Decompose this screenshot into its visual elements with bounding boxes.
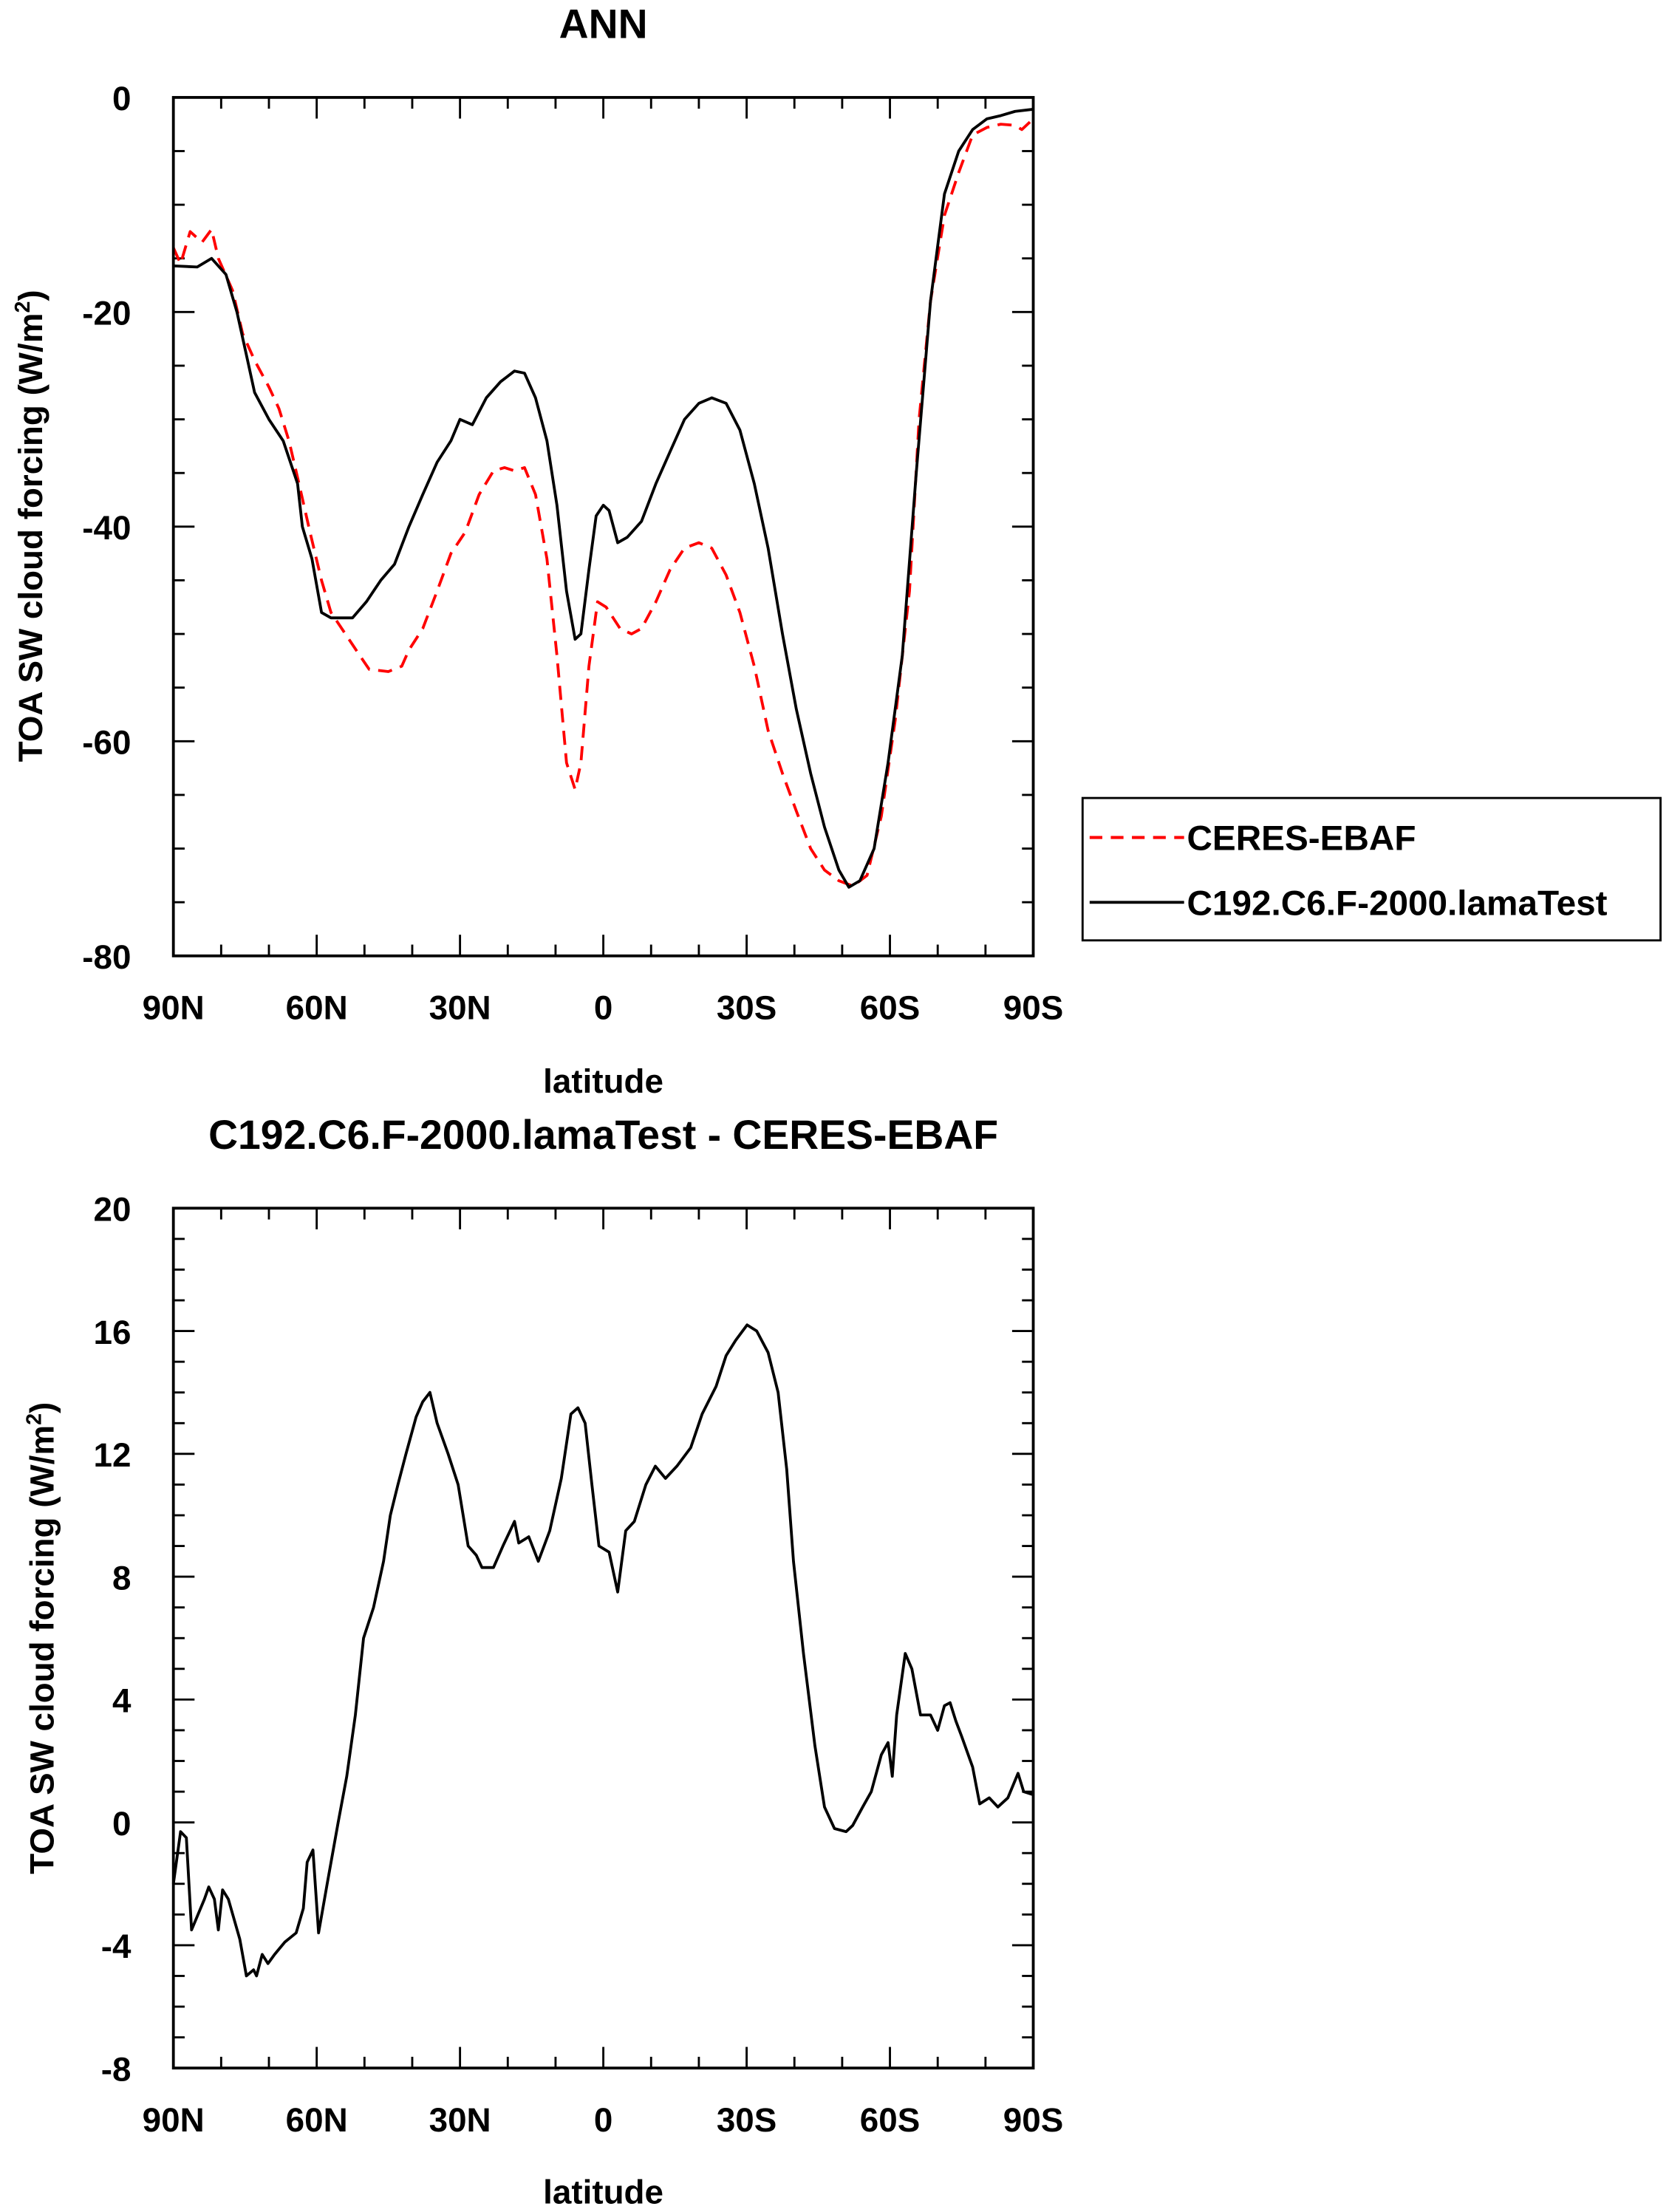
x-tick-label: 30N [429,2101,491,2139]
y-label-text: TOA SW cloud forcing (W/m [12,313,50,762]
y-tick-label: -4 [101,1928,132,1965]
y-tick-label: 12 [94,1436,132,1474]
x-tick-label: 30S [717,2101,777,2139]
y-label-text: TOA SW cloud forcing (W/m [24,1425,61,1874]
x-tick-label: 0 [594,989,612,1027]
x-tick-label: 90S [1003,989,1063,1027]
legend: CERES-EBAF C192.C6.F-2000.lamaTest [1081,796,1662,942]
difference-plot: C192.C6.F-2000.lamaTest - CERES-EBAF lat… [22,1112,1063,2211]
y-tick-label: 0 [112,1805,131,1843]
plot-frame [171,1206,1035,2070]
legend-box [1081,796,1662,942]
y-tick-label: 0 [112,80,131,117]
series-line-difference [171,1323,1034,1978]
y-axis-label: TOA SW cloud forcing (W/m2) [11,290,50,762]
x-tick-label: 0 [594,2101,612,2139]
y-tick-label: -60 [82,723,131,761]
x-tick-label: 60N [286,2101,348,2139]
x-tick-label: 30S [717,989,777,1027]
y-label-superscript: 2 [11,301,35,313]
plot-title: C192.C6.F-2000.lamaTest - CERES-EBAF [208,1112,998,1158]
x-tick-label: 60S [860,989,920,1027]
y-tick-label: -80 [82,938,131,976]
x-axis-label: latitude [543,2173,663,2211]
x-tick-label: 60S [860,2101,920,2139]
series-line-c192-c6-f-2000-lamatest [173,108,1034,889]
x-tick-label: 60N [286,989,348,1027]
y-tick-label: -20 [82,295,131,332]
x-tick-label: 90S [1003,2101,1063,2139]
y-tick-label: 20 [94,1190,132,1228]
y-tick-label: 8 [112,1559,131,1597]
y-tick-label: -40 [82,509,131,547]
x-tick-label: 30N [429,989,491,1027]
annual-mean-plot: ANN latitude TOA SW cloud forcing (W/m2)… [11,1,1063,1100]
y-tick-label: 4 [112,1682,132,1720]
x-tick-label: 90N [143,2101,205,2139]
legend-label-model: C192.C6.F-2000.lamaTest [1187,884,1607,923]
x-axis-label: latitude [543,1062,663,1100]
y-label-close: ) [24,1402,61,1413]
y-tick-label: 16 [94,1314,132,1351]
y-tick-label: -8 [101,2050,132,2088]
legend-label-ceres: CERES-EBAF [1187,819,1416,858]
series-line-ceres-ebaf [171,117,1034,888]
plot-frame [171,95,1035,957]
y-axis-label: TOA SW cloud forcing (W/m2) [22,1402,61,1874]
y-label-close: ) [12,290,50,301]
y-label-superscript: 2 [22,1413,46,1425]
x-tick-label: 90N [143,989,205,1027]
plot-title: ANN [559,1,648,47]
